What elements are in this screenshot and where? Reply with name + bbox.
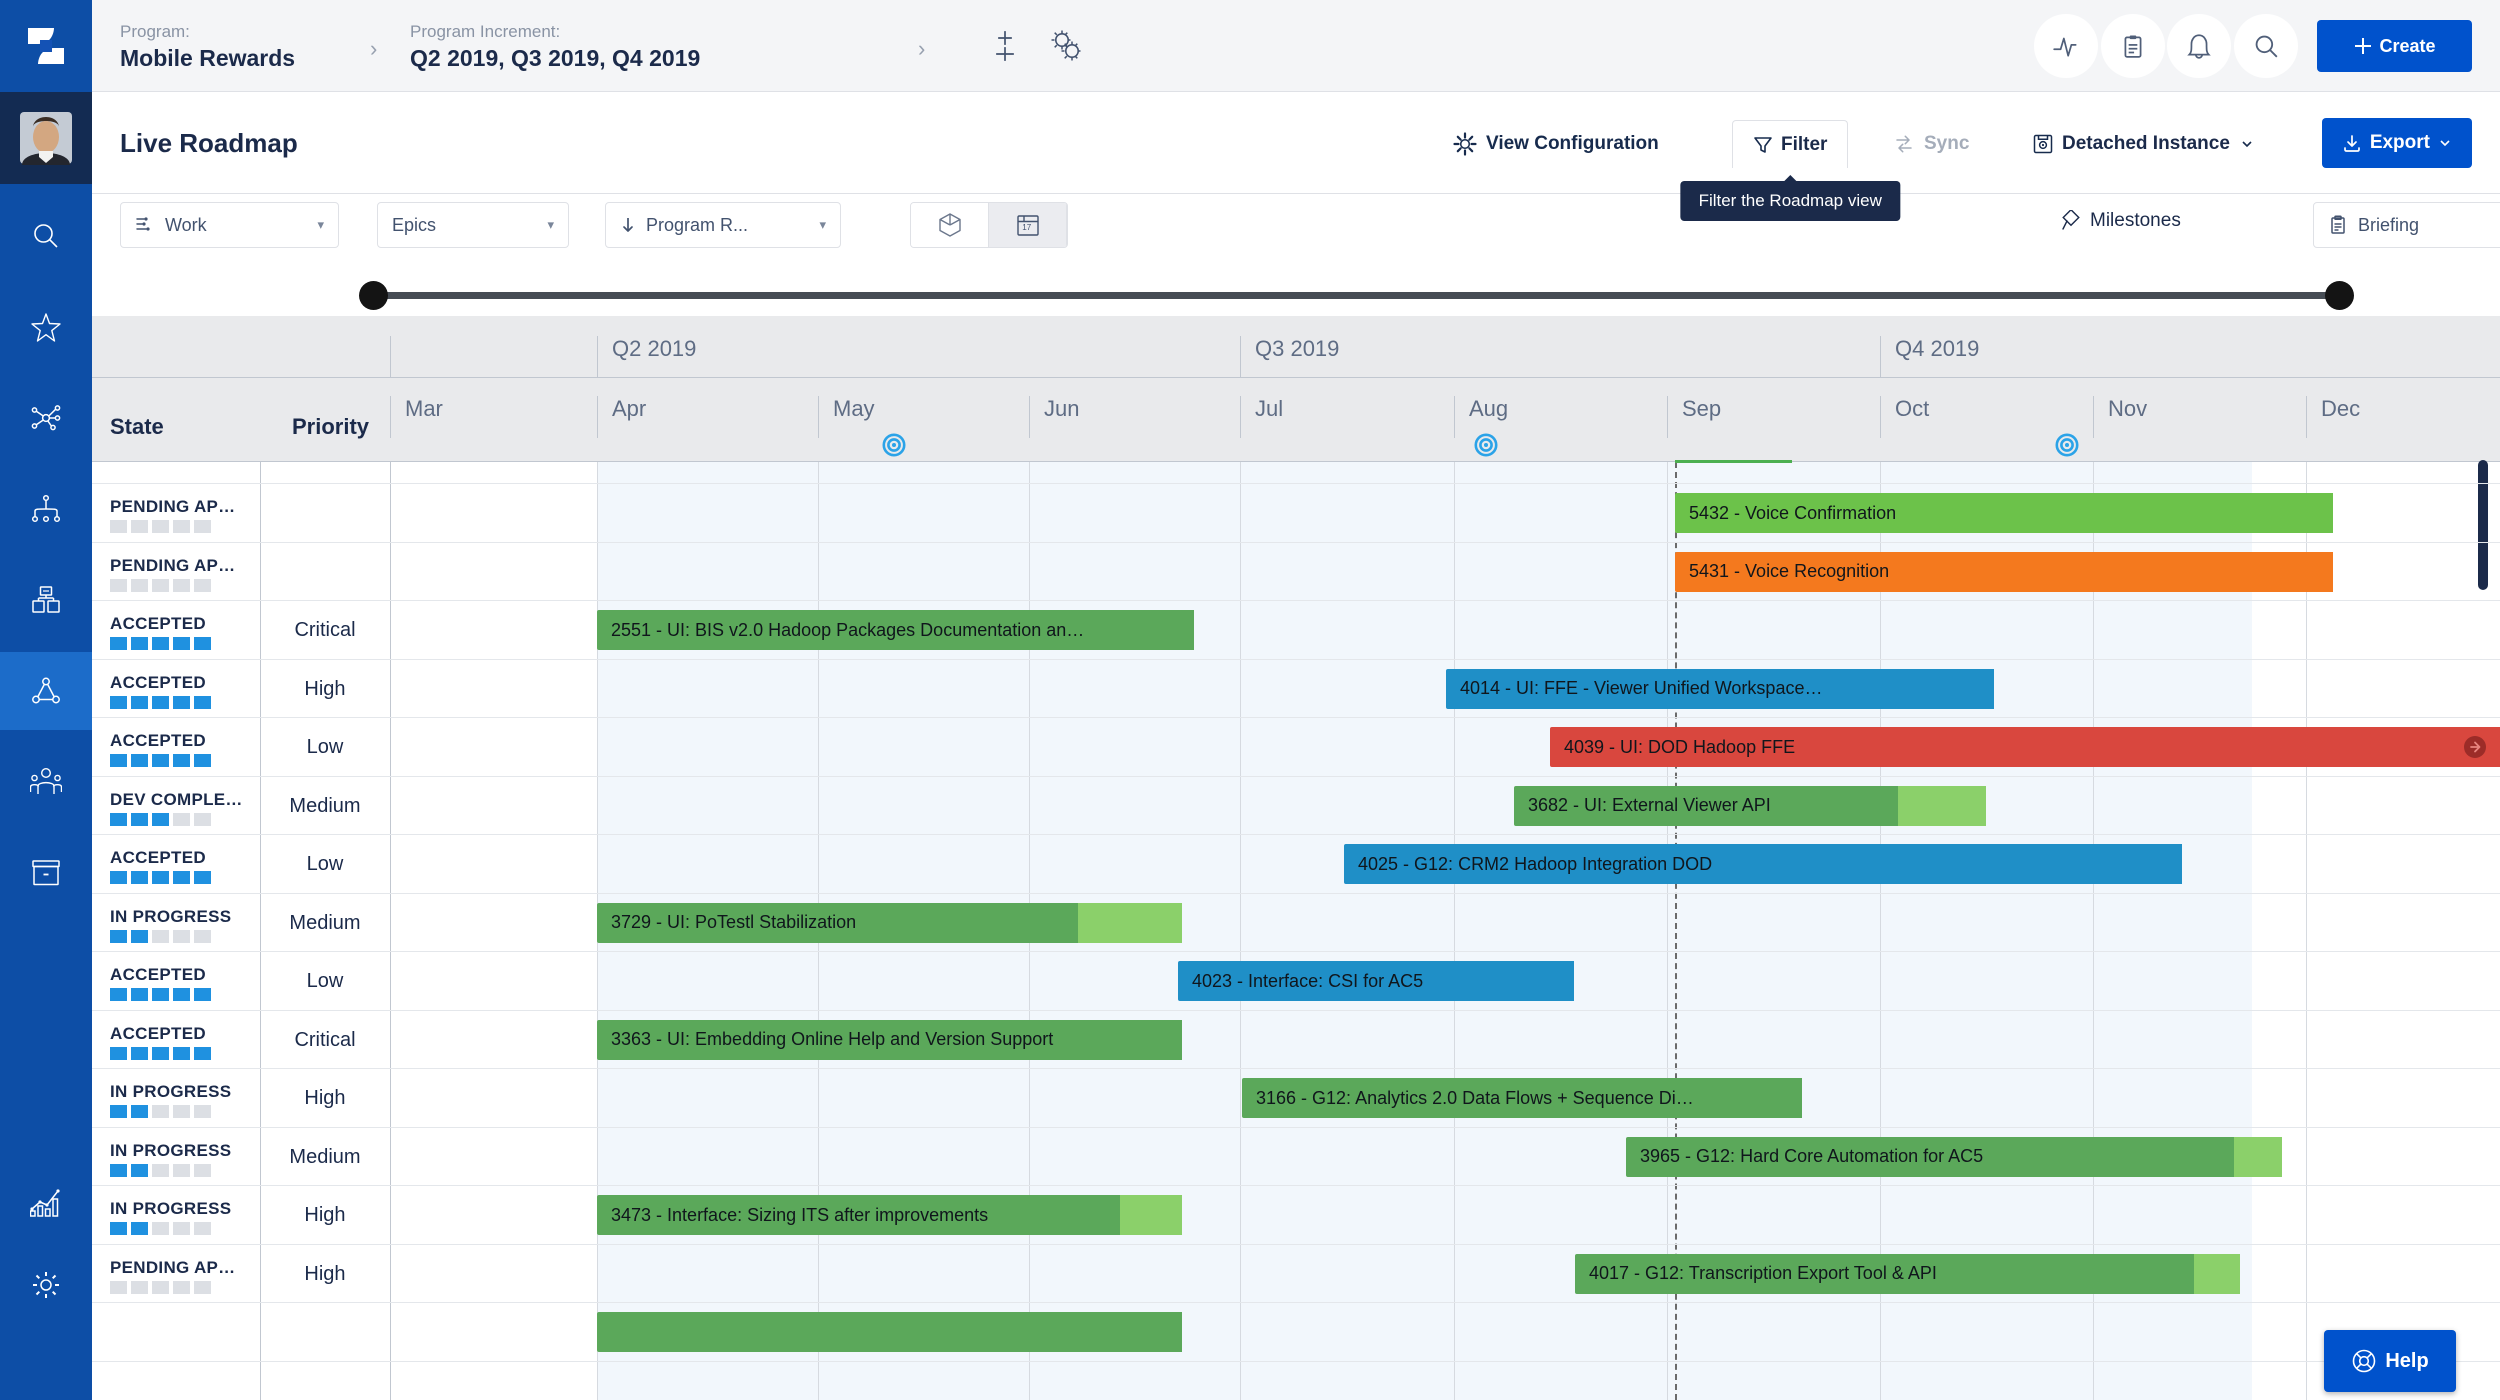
svg-text:17: 17 xyxy=(1022,223,1031,232)
